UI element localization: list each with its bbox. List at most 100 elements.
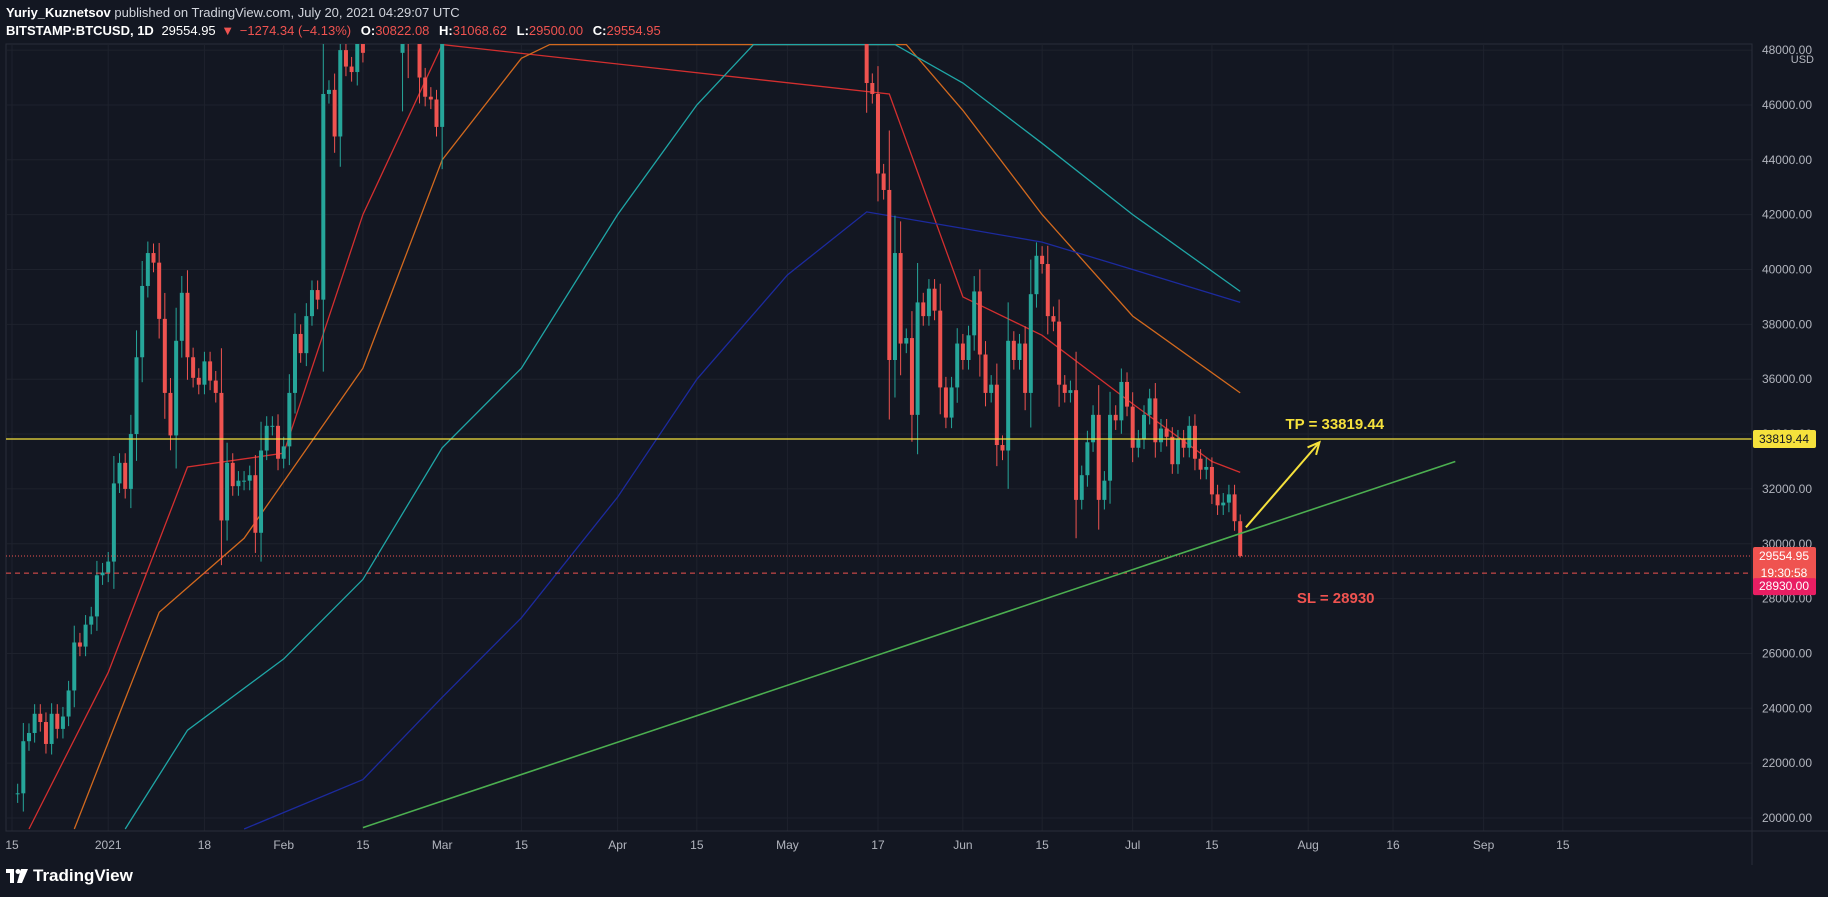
candle-body xyxy=(926,288,931,317)
chart-header: Yuriy_Kuznetsov published on TradingView… xyxy=(6,4,661,39)
candle-body xyxy=(298,333,303,354)
plot-area xyxy=(5,43,1753,832)
candle-body xyxy=(1130,406,1135,448)
moving-average-line xyxy=(73,44,1241,830)
candle-body xyxy=(242,480,247,482)
candle-body xyxy=(972,291,977,336)
x-tick-label: 15 xyxy=(1035,838,1049,852)
candle-body xyxy=(1158,428,1163,443)
candle-body xyxy=(1085,442,1090,476)
candle-body xyxy=(21,741,26,794)
candle-body xyxy=(1187,425,1192,448)
candle-body xyxy=(145,253,150,286)
candle-body xyxy=(434,99,439,127)
candle-body xyxy=(417,44,422,78)
candle-body xyxy=(932,288,937,311)
y-tick-label: 26000.00 xyxy=(1762,646,1812,660)
candle-body xyxy=(15,793,20,795)
x-tick-label: 15 xyxy=(690,838,704,852)
candle-body xyxy=(1226,494,1231,503)
candle-body xyxy=(1238,521,1243,556)
candle-body xyxy=(253,475,258,533)
x-tick-label: Feb xyxy=(273,838,294,852)
y-tick-label: 48000.00 xyxy=(1762,43,1812,57)
x-tick-label: Aug xyxy=(1297,838,1318,852)
candle-body xyxy=(1147,398,1152,415)
candle-body xyxy=(989,384,994,393)
candle-body xyxy=(230,462,235,487)
currency-label: USD xyxy=(1791,54,1814,66)
candle-body xyxy=(1011,340,1016,361)
x-tick-label: 16 xyxy=(1386,838,1400,852)
high-value: 31068.62 xyxy=(452,23,507,38)
drawings: TP = 33819.44 SL = 28930 xyxy=(6,416,1752,829)
close-label: C: xyxy=(592,23,607,38)
tradingview-brand[interactable]: TradingView xyxy=(6,866,133,886)
y-tick-label: 40000.00 xyxy=(1762,263,1812,277)
publish-info: published on TradingView.com, July 20, 2… xyxy=(114,5,460,20)
candle-body xyxy=(406,0,410,28)
time-axis[interactable]: 15 2021 18 Feb 15 Mar 15 Apr 15 May 17 Jun 15 Jul 15 Au… xyxy=(5,838,1570,852)
candle-body xyxy=(966,335,971,361)
candle-body xyxy=(949,387,954,418)
candle-body xyxy=(1023,343,1028,393)
y-tick-label: 28000.00 xyxy=(1762,592,1812,606)
candle-body xyxy=(1136,439,1141,448)
candle-body xyxy=(938,310,943,388)
last-price-axis-label: 29554.95 xyxy=(1759,549,1809,563)
candle-body xyxy=(349,66,354,73)
y-tick-label: 20000.00 xyxy=(1762,811,1812,825)
candle-body xyxy=(208,361,213,381)
candle-body xyxy=(264,425,269,451)
x-tick-label: Jul xyxy=(1125,838,1140,852)
moving-average-line xyxy=(243,211,1241,830)
last-price: 29554.95 xyxy=(161,23,216,38)
candle-body xyxy=(134,357,139,435)
candle-body xyxy=(55,713,60,729)
candle-body xyxy=(898,253,903,344)
candle-body xyxy=(960,343,965,361)
candle-body xyxy=(315,290,320,300)
sl-axis-badge xyxy=(1753,578,1816,596)
candle-body xyxy=(428,96,433,100)
x-tick-label: Apr xyxy=(608,838,627,852)
candle-body xyxy=(219,392,224,521)
candle-body xyxy=(1232,494,1237,522)
candle-body xyxy=(1125,381,1130,407)
y-tick-label: 42000.00 xyxy=(1762,208,1812,222)
candle-body xyxy=(117,462,122,484)
candle-body xyxy=(276,425,281,459)
candle-body xyxy=(859,0,863,3)
candle-body xyxy=(157,262,162,319)
candle-body xyxy=(293,333,297,393)
candle-body xyxy=(174,340,179,436)
candle-body xyxy=(400,44,405,53)
y-tick-label: 24000.00 xyxy=(1762,701,1812,715)
candle-body xyxy=(332,89,337,137)
candle-body xyxy=(281,446,286,459)
open-label: O: xyxy=(360,23,376,38)
candle-body xyxy=(360,44,365,53)
candle-body xyxy=(355,44,360,73)
candle-body xyxy=(72,642,77,691)
moving-average-line xyxy=(124,44,1241,830)
candle-body xyxy=(1051,316,1056,322)
author-name[interactable]: Yuriy_Kuznetsov xyxy=(6,5,111,20)
candle-body xyxy=(196,377,201,385)
candle-body xyxy=(943,387,948,418)
candle-body xyxy=(270,425,275,427)
candle-body xyxy=(1198,458,1203,470)
candles xyxy=(15,0,1243,812)
candle-body xyxy=(1108,414,1113,481)
candle-body xyxy=(326,89,331,94)
candle-body xyxy=(202,361,207,385)
x-tick-label: 17 xyxy=(871,838,885,852)
brand-name: TradingView xyxy=(33,866,133,885)
candle-body xyxy=(191,357,196,378)
candle-body xyxy=(1142,414,1146,440)
candle-body xyxy=(1102,480,1107,500)
candle-body xyxy=(128,434,133,489)
candle-body xyxy=(1119,381,1124,421)
